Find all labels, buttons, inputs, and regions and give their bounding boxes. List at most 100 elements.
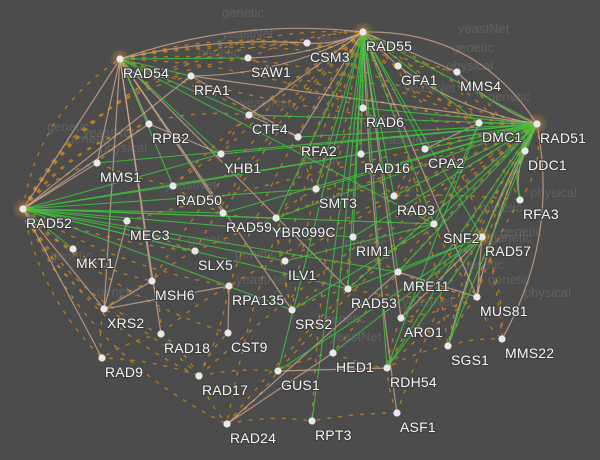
- edge-yeastNet-RAD52-RPB2: [22, 123, 150, 210]
- edge-genetic-RAD52-SRS2: [22, 208, 293, 311]
- node-CTF4[interactable]: [245, 111, 253, 119]
- edge-genetic-RAD54-SAW1: [119, 57, 249, 60]
- node-RAD59[interactable]: [219, 209, 227, 217]
- node-MMS1[interactable]: [93, 159, 101, 167]
- node-SGS1[interactable]: [444, 342, 452, 350]
- node-RAD3[interactable]: [390, 192, 398, 200]
- node-RFA3[interactable]: [516, 196, 524, 204]
- node-RAD9[interactable]: [98, 354, 106, 362]
- node-RAD6[interactable]: [359, 104, 367, 112]
- node-RAD24[interactable]: [223, 420, 231, 428]
- node-SMT3[interactable]: [312, 185, 320, 193]
- node-RAD16[interactable]: [357, 150, 365, 158]
- edge-genetic-RAD54-CTF4: [119, 58, 250, 116]
- node-YBR099C[interactable]: [272, 214, 280, 222]
- edge-yeastNet-DMC1-GFA1: [397, 65, 480, 124]
- node-label-RAD55: RAD55: [366, 38, 412, 54]
- node-RFA1[interactable]: [187, 72, 195, 80]
- node-RPT3[interactable]: [308, 417, 316, 425]
- edge-physical-RAD55-RFA1: [190, 31, 364, 77]
- watermark-genetic: genetic: [188, 232, 230, 247]
- node-HED1[interactable]: [329, 349, 337, 357]
- node-SAW1[interactable]: [244, 54, 252, 62]
- node-RAD17[interactable]: [195, 372, 203, 380]
- edge-yeastNet-SGS1-MMS22: [447, 338, 503, 347]
- node-label-SLX5: SLX5: [198, 257, 233, 273]
- node-GUS1[interactable]: [274, 367, 282, 375]
- edge-yeastNet-RAD52-CTF4: [22, 112, 250, 210]
- node-XRS2[interactable]: [100, 305, 108, 313]
- node-RAD57[interactable]: [478, 233, 486, 241]
- edge-yeastNet-RAD17-RPA135: [198, 285, 230, 377]
- node-MEC3[interactable]: [123, 217, 131, 225]
- edge-yeastNet-ILV1-SRS2: [284, 260, 293, 311]
- node-MMS4[interactable]: [453, 68, 461, 76]
- node-MMS22[interactable]: [498, 335, 506, 343]
- node-MUS81[interactable]: [473, 293, 481, 301]
- edge-yeastNet-RAD51-CSM3: [306, 42, 538, 125]
- edge-genetic-RAD55-RAD51: [362, 31, 538, 125]
- edge-yeastNet-MUS81-MMS22: [476, 296, 503, 340]
- edge-layer-genetic: [22, 31, 538, 422]
- node-MKT1[interactable]: [69, 245, 77, 253]
- edge-genetic-DMC1-RDH54: [386, 122, 480, 369]
- node-RAD54[interactable]: [116, 55, 124, 63]
- node-label-XRS2: XRS2: [107, 315, 144, 331]
- edge-genetic-RAD57-GUS1: [277, 236, 483, 372]
- node-label-DMC1: DMC1: [482, 129, 522, 145]
- watermark-physical: physical: [524, 285, 571, 300]
- node-RAD55[interactable]: [359, 28, 367, 36]
- node-label-SGS1: SGS1: [451, 352, 489, 368]
- node-DDC1[interactable]: [521, 147, 529, 155]
- node-RDH54[interactable]: [383, 364, 391, 372]
- node-SLX5[interactable]: [191, 247, 199, 255]
- edge-yeastNet-RAD52-RPA135: [22, 208, 230, 287]
- node-SNF2[interactable]: [430, 220, 438, 228]
- edge-yeastNet-RAD54-MMS4: [119, 43, 458, 73]
- edge-genetic-RAD51-RAD6: [362, 107, 538, 125]
- watermark-yeastNet: yeastNet: [458, 21, 510, 36]
- node-RAD50[interactable]: [169, 182, 177, 190]
- node-ILV1[interactable]: [281, 257, 289, 265]
- edge-yeastNet-ASF1-RPT3: [311, 412, 398, 422]
- node-RPA135[interactable]: [225, 282, 233, 290]
- node-RIM1[interactable]: [349, 233, 357, 241]
- node-ARO1[interactable]: [397, 314, 405, 322]
- edge-yeastNet-CTF4-YHB1: [220, 114, 250, 155]
- node-RAD18[interactable]: [157, 330, 165, 338]
- node-RAD52[interactable]: [19, 205, 27, 213]
- edge-yeastNet-RAD17-RAD9: [101, 357, 200, 377]
- edge-genetic-RAD51-RAD57: [481, 123, 538, 238]
- node-SRS2[interactable]: [288, 306, 296, 314]
- node-GFA1[interactable]: [394, 62, 402, 70]
- node-YHB1[interactable]: [217, 150, 225, 158]
- node-RAD53[interactable]: [344, 285, 352, 293]
- node-CPA2[interactable]: [421, 145, 429, 153]
- edge-yeastNet-RAD3-RFA3: [393, 194, 521, 201]
- node-RFA2[interactable]: [294, 133, 302, 141]
- node-label-RAD9: RAD9: [105, 364, 143, 380]
- edge-yeastNet-SNF2-RAD3: [393, 195, 435, 225]
- node-label-RAD18: RAD18: [164, 340, 210, 356]
- node-label-RAD50: RAD50: [176, 192, 222, 208]
- node-RPB2[interactable]: [145, 120, 153, 128]
- node-CSM3[interactable]: [303, 39, 311, 47]
- node-ASF1[interactable]: [393, 409, 401, 417]
- edge-yeastNet-RFA3-MUS81: [476, 199, 521, 298]
- edge-physical-RFA1-RFA2: [190, 75, 299, 138]
- node-CST9[interactable]: [224, 329, 232, 337]
- edge-physical-MRE11-MUS81: [397, 271, 478, 298]
- node-MSH6[interactable]: [148, 277, 156, 285]
- edge-physical-CTF4-RFA2: [248, 114, 299, 138]
- edge-physical-RAD54-CSM3: [119, 41, 308, 60]
- edge-genetic-RAD51-RDH54: [386, 123, 538, 369]
- edge-yeastNet-SMT3-YBR099C: [275, 188, 317, 219]
- node-DMC1[interactable]: [475, 119, 483, 127]
- node-RAD51[interactable]: [533, 120, 541, 128]
- watermark-yeastNet: yeastNet: [222, 26, 274, 41]
- node-label-RPB2: RPB2: [152, 130, 189, 146]
- edge-genetic-RAD52-MRE11: [22, 208, 399, 273]
- node-MRE11[interactable]: [394, 268, 402, 276]
- edge-physical-XRS2-MSH6: [103, 280, 153, 310]
